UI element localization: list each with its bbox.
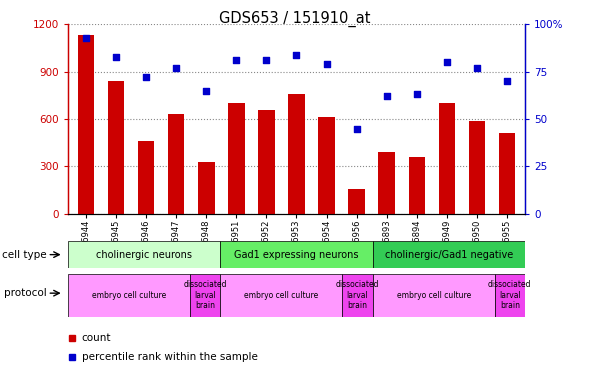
Bar <box>220 274 342 317</box>
Bar <box>499 133 515 214</box>
Bar <box>494 274 525 317</box>
Bar <box>78 35 94 214</box>
Bar <box>228 103 245 214</box>
Text: embryo cell culture: embryo cell culture <box>244 291 319 300</box>
Point <box>81 34 91 40</box>
Text: protocol: protocol <box>4 288 47 298</box>
Text: cholinergic/Gad1 negative: cholinergic/Gad1 negative <box>385 250 513 259</box>
Point <box>472 65 481 71</box>
Text: dissociated
larval
brain: dissociated larval brain <box>336 280 379 310</box>
Point <box>172 65 181 71</box>
Point <box>112 54 121 60</box>
Bar <box>468 121 485 214</box>
Point <box>382 93 391 99</box>
Bar <box>168 114 185 214</box>
Point <box>502 78 512 84</box>
Bar <box>258 110 275 214</box>
Text: embryo cell culture: embryo cell culture <box>91 291 166 300</box>
Text: count: count <box>81 333 111 343</box>
Point <box>352 126 361 132</box>
Bar <box>68 274 190 317</box>
Text: dissociated
larval
brain: dissociated larval brain <box>183 280 227 310</box>
Bar <box>288 94 305 214</box>
Point <box>442 59 451 65</box>
Point <box>232 57 241 63</box>
Point <box>322 61 331 67</box>
Bar <box>318 117 335 214</box>
Bar <box>348 189 365 214</box>
Bar <box>373 241 525 268</box>
Text: dissociated
larval
brain: dissociated larval brain <box>488 280 532 310</box>
Bar <box>108 81 124 214</box>
Bar <box>342 274 373 317</box>
Bar <box>373 274 494 317</box>
Bar <box>138 141 155 214</box>
Bar <box>190 274 220 317</box>
Point <box>142 74 151 80</box>
Bar <box>68 241 220 268</box>
Point <box>262 57 271 63</box>
Text: embryo cell culture: embryo cell culture <box>396 291 471 300</box>
Point <box>292 52 301 58</box>
Bar <box>408 157 425 214</box>
Bar <box>198 162 215 214</box>
Bar <box>438 103 455 214</box>
Point <box>202 88 211 94</box>
Text: GDS653 / 151910_at: GDS653 / 151910_at <box>219 11 371 27</box>
Bar <box>378 152 395 214</box>
Text: percentile rank within the sample: percentile rank within the sample <box>81 352 257 362</box>
Text: cell type: cell type <box>2 250 47 259</box>
Bar <box>220 241 373 268</box>
Text: cholinergic neurons: cholinergic neurons <box>96 250 192 259</box>
Point <box>412 92 421 98</box>
Text: Gad1 expressing neurons: Gad1 expressing neurons <box>234 250 359 259</box>
